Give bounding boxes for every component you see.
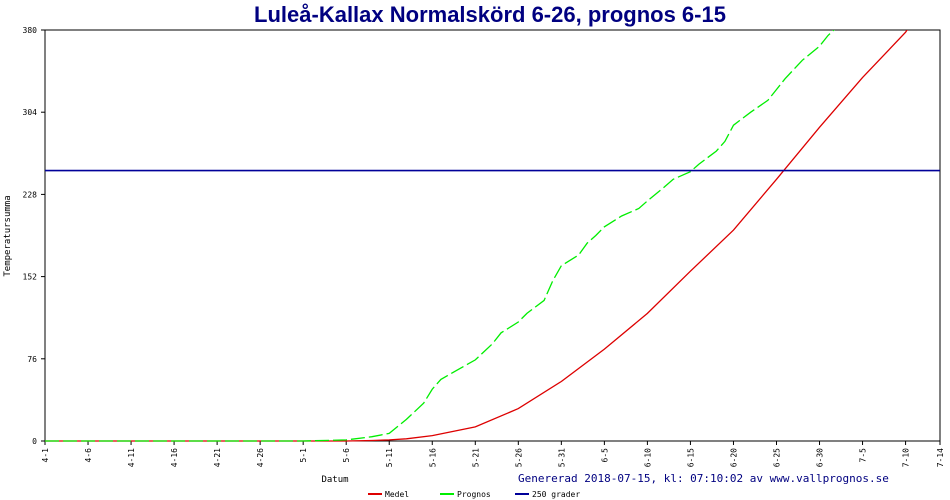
chart-title: Luleå-Kallax Normalskörd 6-26, prognos 6… xyxy=(254,2,726,27)
x-axis-label: Datum xyxy=(321,475,348,485)
x-tick-label: 6-25 xyxy=(772,448,781,467)
x-tick-label: 5-11 xyxy=(385,448,394,467)
x-tick-label: 5-26 xyxy=(514,448,523,467)
x-tick-label: 6-5 xyxy=(600,448,609,463)
x-tick-label: 4-6 xyxy=(84,448,93,463)
x-tick-label: 4-1 xyxy=(41,448,50,463)
y-axis: 0 76 152 228 304 380 xyxy=(23,26,45,446)
legend: Medel Prognos 250 grader xyxy=(368,490,580,499)
plot-area xyxy=(44,29,941,442)
legend-250-grader-label: 250 grader xyxy=(532,490,580,499)
y-tick-label: 152 xyxy=(23,273,38,282)
generated-text: Genererad 2018-07-15, kl: 07:10:02 av ww… xyxy=(518,472,889,485)
series-line-prognos xyxy=(45,30,835,442)
x-tick-label: 4-16 xyxy=(170,448,179,467)
y-axis-label: Temperatursumma xyxy=(3,195,13,276)
x-tick-label: 5-16 xyxy=(428,448,437,467)
x-tick-label: 6-15 xyxy=(686,448,695,467)
x-tick-label: 5-21 xyxy=(471,448,480,467)
x-axis: 4-1 4-6 4-11 4-16 4-21 4-26 5-1 5-6 5-11 5-16 5-21… xyxy=(41,441,945,467)
x-tick-label: 4-21 xyxy=(213,448,222,467)
x-tick-label: 7-10 xyxy=(902,448,911,467)
x-tick-label: 7-5 xyxy=(859,448,868,463)
y-tick-label: 228 xyxy=(23,190,38,199)
y-tick-label: 304 xyxy=(23,108,38,117)
x-tick-label: 6-20 xyxy=(729,448,738,467)
series-line-medel xyxy=(45,30,908,442)
series-layer xyxy=(45,30,940,442)
x-tick-label: 5-1 xyxy=(299,448,308,463)
legend-prognos-label: Prognos xyxy=(457,490,491,499)
legend-medel-label: Medel xyxy=(385,490,409,499)
y-tick-label: 380 xyxy=(23,26,38,35)
x-tick-label: 6-30 xyxy=(816,448,825,467)
y-tick-label: 0 xyxy=(32,437,37,446)
x-tick-label: 5-6 xyxy=(342,448,351,463)
x-tick-label: 4-11 xyxy=(127,448,136,467)
x-tick-label: 7-14 xyxy=(936,448,945,467)
x-tick-label: 6-10 xyxy=(643,448,652,467)
y-tick-label: 76 xyxy=(27,355,37,364)
x-tick-label: 4-26 xyxy=(256,448,265,467)
x-tick-label: 5-31 xyxy=(557,448,566,467)
